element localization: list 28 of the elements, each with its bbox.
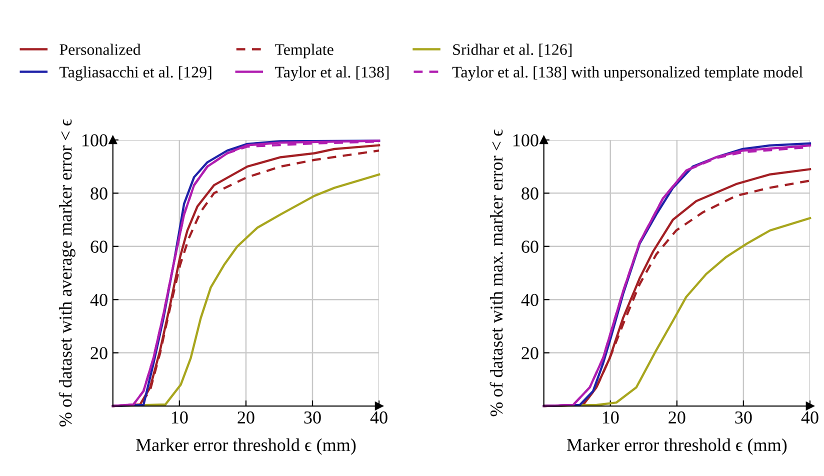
y-tick-label: 100 <box>82 134 108 146</box>
y-tick-label: 40 <box>521 294 538 306</box>
y-tick-label: 20 <box>90 347 108 360</box>
x-tick-label: 20 <box>668 411 686 424</box>
legend-label: Sridhar et al. [126] <box>453 44 572 57</box>
x-tick-label: 20 <box>238 411 254 424</box>
legend-label: Personalized <box>60 44 141 55</box>
x-tick-label: 40 <box>801 411 818 424</box>
x-tick-label: 10 <box>602 411 619 424</box>
x-axis-title: Marker error threshold ϵ (mm) <box>136 438 356 455</box>
y-tick-label: 80 <box>522 187 538 200</box>
y-tick-label: 40 <box>90 294 108 306</box>
y-tick-label: 80 <box>90 187 108 200</box>
y-axis-title: % of dataset with max. marker error < ϵ <box>490 130 503 416</box>
y-tick-label: 100 <box>513 134 538 146</box>
legend-label: Template <box>275 44 334 58</box>
y-tick-label: 60 <box>90 240 108 253</box>
x-axis-title: Marker error threshold ϵ (mm) <box>566 438 787 455</box>
x-tick-label: 10 <box>172 411 188 424</box>
x-tick-label: 40 <box>370 411 388 424</box>
y-axis-title: % of dataset with average marker error < ϵ <box>58 119 76 426</box>
y-tick-label: 60 <box>522 240 538 253</box>
legend-label: Tagliasacchi et al. [129] <box>59 66 212 81</box>
x-tick-label: 30 <box>735 411 752 424</box>
legend-label: Taylor et al. [138] with unpersonalized template model <box>452 66 803 81</box>
x-tick-label: 30 <box>304 411 321 424</box>
y-tick-label: 20 <box>522 347 538 360</box>
legend-label: Taylor et al. [138] <box>275 66 389 81</box>
